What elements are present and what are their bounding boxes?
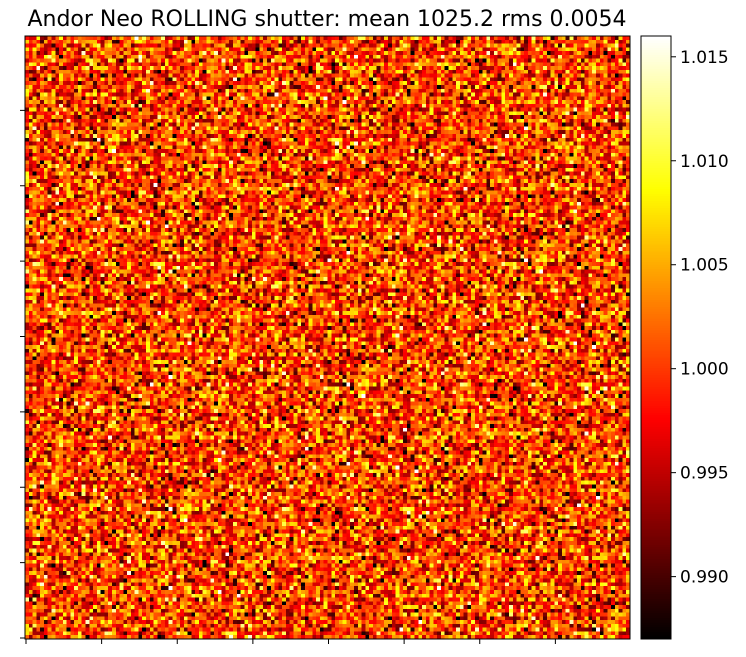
heatmap-frame <box>24 35 631 640</box>
y-axis-ticks <box>20 109 25 639</box>
colorbar-tick-label: 0.990 <box>680 568 729 588</box>
heatmap-image <box>25 36 630 639</box>
x-axis-ticks <box>25 639 556 644</box>
colorbar-frame <box>640 35 672 640</box>
colorbar-ticks: 0.990 0.995 1.000 1.005 1.010 1.015 <box>671 48 729 588</box>
chart-title: Andor Neo ROLLING shutter: mean 1025.2 r… <box>27 7 626 32</box>
colorbar-tick-label: 1.015 <box>680 48 729 68</box>
colorbar-tick-label: 1.010 <box>680 152 729 172</box>
colorbar-tick-label: 0.995 <box>680 464 729 484</box>
colorbar-tick-label: 1.000 <box>680 360 729 380</box>
colorbar-tick-label: 1.005 <box>680 256 729 276</box>
colorbar-gradient <box>641 36 671 639</box>
